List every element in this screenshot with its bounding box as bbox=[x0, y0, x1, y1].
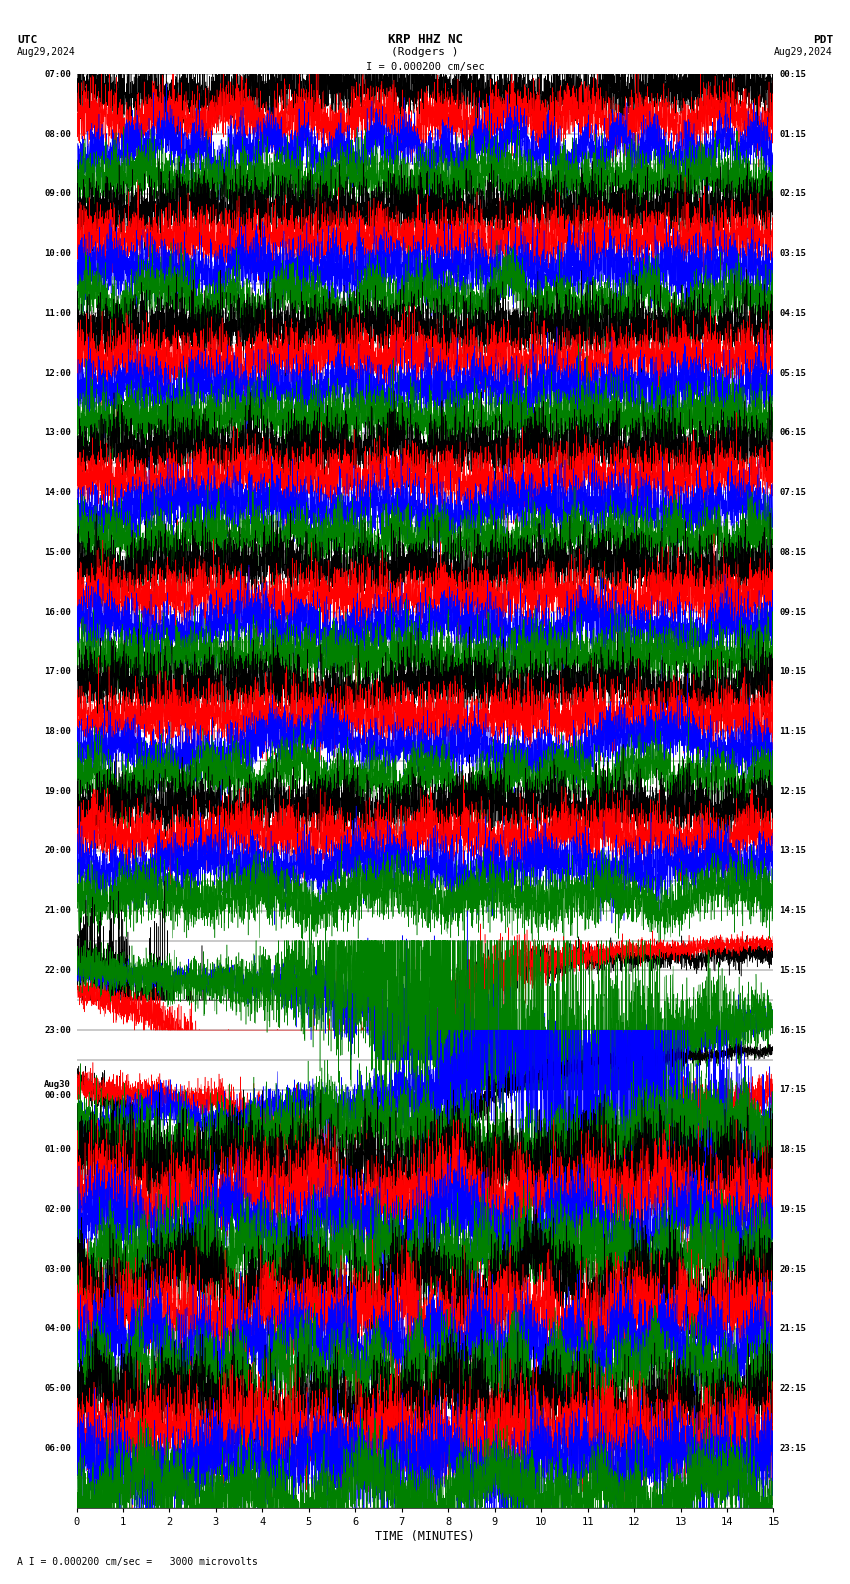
Text: 13:00: 13:00 bbox=[44, 428, 71, 437]
Text: 02:00: 02:00 bbox=[44, 1205, 71, 1213]
Text: UTC: UTC bbox=[17, 35, 37, 44]
Text: 21:00: 21:00 bbox=[44, 906, 71, 916]
Text: 20:15: 20:15 bbox=[779, 1264, 806, 1274]
Text: 07:00: 07:00 bbox=[44, 70, 71, 79]
Text: 08:15: 08:15 bbox=[779, 548, 806, 558]
Text: 13:15: 13:15 bbox=[779, 846, 806, 855]
Text: 15:15: 15:15 bbox=[779, 966, 806, 974]
Text: Aug29,2024: Aug29,2024 bbox=[17, 48, 76, 57]
Text: 05:00: 05:00 bbox=[44, 1384, 71, 1392]
Text: 21:15: 21:15 bbox=[779, 1324, 806, 1334]
Text: 06:00: 06:00 bbox=[44, 1443, 71, 1453]
Text: 17:15: 17:15 bbox=[779, 1085, 806, 1095]
Text: 11:00: 11:00 bbox=[44, 309, 71, 318]
Text: 19:00: 19:00 bbox=[44, 787, 71, 795]
Text: 14:15: 14:15 bbox=[779, 906, 806, 916]
Text: 02:15: 02:15 bbox=[779, 190, 806, 198]
Text: 01:00: 01:00 bbox=[44, 1145, 71, 1155]
Text: 23:15: 23:15 bbox=[779, 1443, 806, 1453]
Text: Aug29,2024: Aug29,2024 bbox=[774, 48, 833, 57]
Text: 09:00: 09:00 bbox=[44, 190, 71, 198]
Text: 12:00: 12:00 bbox=[44, 369, 71, 377]
Text: 10:00: 10:00 bbox=[44, 249, 71, 258]
Text: I = 0.000200 cm/sec: I = 0.000200 cm/sec bbox=[366, 62, 484, 71]
Text: KRP HHZ NC: KRP HHZ NC bbox=[388, 33, 462, 46]
Text: 17:00: 17:00 bbox=[44, 667, 71, 676]
Text: PDT: PDT bbox=[813, 35, 833, 44]
Text: (Rodgers ): (Rodgers ) bbox=[391, 48, 459, 57]
Text: 14:00: 14:00 bbox=[44, 488, 71, 497]
Text: 16:15: 16:15 bbox=[779, 1025, 806, 1034]
Text: A I = 0.000200 cm/sec =   3000 microvolts: A I = 0.000200 cm/sec = 3000 microvolts bbox=[17, 1557, 258, 1567]
Text: Aug30
00:00: Aug30 00:00 bbox=[44, 1080, 71, 1099]
Text: 11:15: 11:15 bbox=[779, 727, 806, 737]
X-axis label: TIME (MINUTES): TIME (MINUTES) bbox=[375, 1530, 475, 1543]
Text: 16:00: 16:00 bbox=[44, 608, 71, 616]
Text: 01:15: 01:15 bbox=[779, 130, 806, 139]
Text: 03:15: 03:15 bbox=[779, 249, 806, 258]
Text: 07:15: 07:15 bbox=[779, 488, 806, 497]
Text: 20:00: 20:00 bbox=[44, 846, 71, 855]
Text: 05:15: 05:15 bbox=[779, 369, 806, 377]
Text: 22:15: 22:15 bbox=[779, 1384, 806, 1392]
Text: 10:15: 10:15 bbox=[779, 667, 806, 676]
Text: 18:15: 18:15 bbox=[779, 1145, 806, 1155]
Text: 23:00: 23:00 bbox=[44, 1025, 71, 1034]
Text: 06:15: 06:15 bbox=[779, 428, 806, 437]
Text: 22:00: 22:00 bbox=[44, 966, 71, 974]
Text: 19:15: 19:15 bbox=[779, 1205, 806, 1213]
Text: 12:15: 12:15 bbox=[779, 787, 806, 795]
Text: 18:00: 18:00 bbox=[44, 727, 71, 737]
Text: 03:00: 03:00 bbox=[44, 1264, 71, 1274]
Text: 04:00: 04:00 bbox=[44, 1324, 71, 1334]
Text: 00:15: 00:15 bbox=[779, 70, 806, 79]
Text: 08:00: 08:00 bbox=[44, 130, 71, 139]
Text: 09:15: 09:15 bbox=[779, 608, 806, 616]
Text: 15:00: 15:00 bbox=[44, 548, 71, 558]
Text: 04:15: 04:15 bbox=[779, 309, 806, 318]
